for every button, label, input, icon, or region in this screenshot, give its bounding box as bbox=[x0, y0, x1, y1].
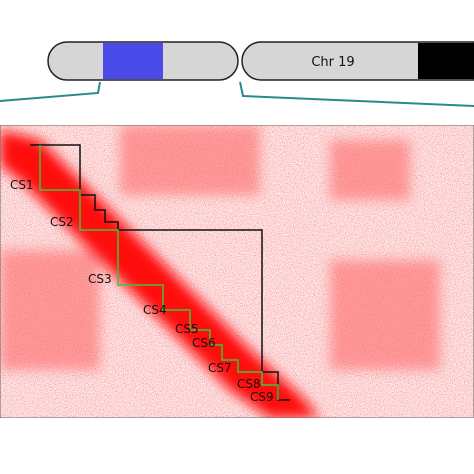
domain-label: CS1 bbox=[10, 178, 34, 192]
domain-label: CS8 bbox=[237, 377, 261, 391]
domain-label: CS2 bbox=[50, 215, 74, 229]
chromosome: Chr 19 bbox=[47, 41, 474, 81]
domain-label: CS5 bbox=[175, 322, 199, 336]
domain-label: CS3 bbox=[88, 272, 112, 286]
domain-label: CS4 bbox=[143, 303, 167, 317]
chromosome-label: Chr 19 bbox=[311, 55, 354, 70]
domain-label: CS9 bbox=[250, 390, 274, 404]
domain-label: CS6 bbox=[192, 336, 216, 350]
domain-label: CS7 bbox=[208, 361, 232, 375]
zoom-connector bbox=[0, 81, 474, 107]
contact-map bbox=[0, 125, 474, 418]
